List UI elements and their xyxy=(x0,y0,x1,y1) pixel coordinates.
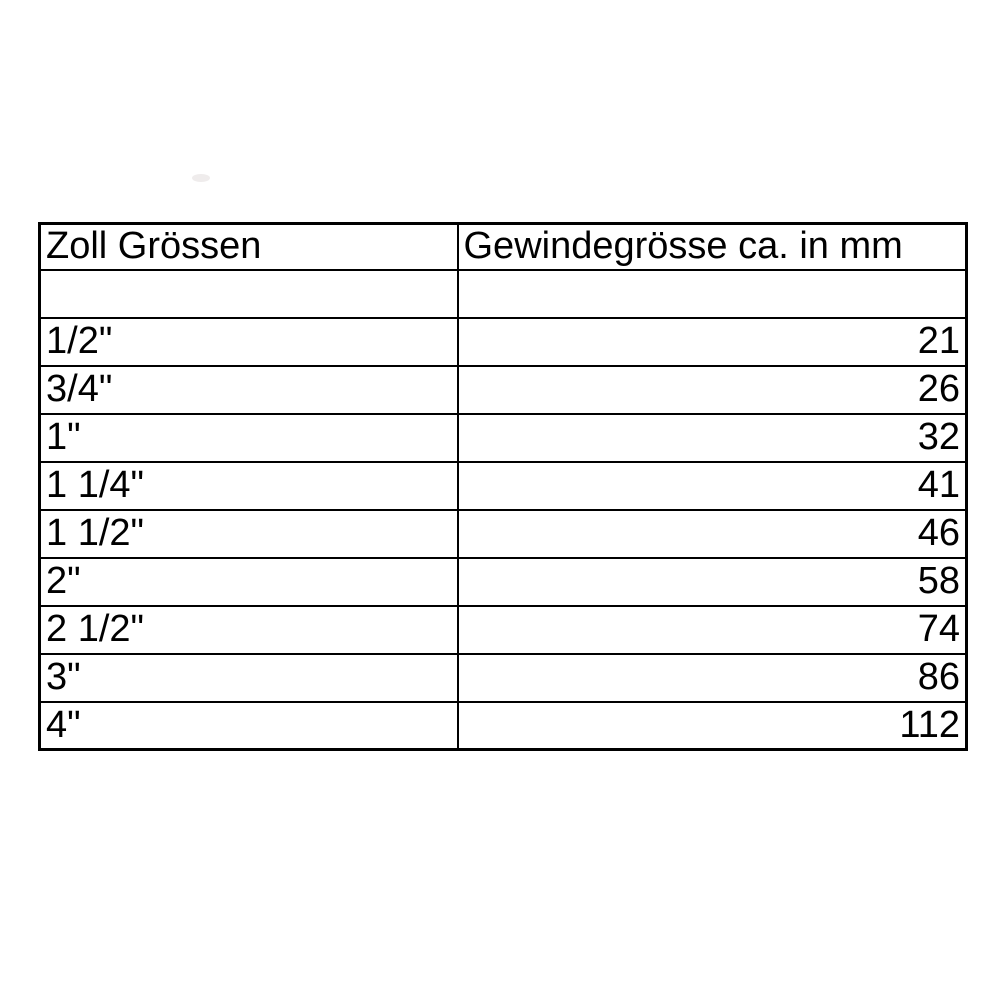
mm-cell: 86 xyxy=(456,652,968,703)
table-row: 3/4" 26 xyxy=(38,364,968,415)
table-row: 1/2" 21 xyxy=(38,316,968,367)
thread-size-table: Zoll Grössen Gewindegrösse ca. in mm 1/2… xyxy=(38,222,968,751)
smudge-artifact xyxy=(192,174,210,182)
zoll-cell: 2" xyxy=(38,556,459,607)
table-header-row: Zoll Grössen Gewindegrösse ca. in mm xyxy=(38,222,968,271)
table-row: 1" 32 xyxy=(38,412,968,463)
zoll-cell: 1 1/4" xyxy=(38,460,459,511)
zoll-cell: 1/2" xyxy=(38,316,459,367)
table-row: 2" 58 xyxy=(38,556,968,607)
mm-cell: 41 xyxy=(456,460,968,511)
column-header-mm: Gewindegrösse ca. in mm xyxy=(456,222,968,271)
column-header-zoll: Zoll Grössen xyxy=(38,222,459,271)
zoll-cell: 1" xyxy=(38,412,459,463)
empty-cell xyxy=(38,268,459,319)
mm-cell: 21 xyxy=(456,316,968,367)
mm-cell: 74 xyxy=(456,604,968,655)
mm-cell: 58 xyxy=(456,556,968,607)
zoll-cell: 4" xyxy=(38,700,459,751)
zoll-cell: 2 1/2" xyxy=(38,604,459,655)
zoll-cell: 3/4" xyxy=(38,364,459,415)
table-row: 1 1/2" 46 xyxy=(38,508,968,559)
table-row: 1 1/4" 41 xyxy=(38,460,968,511)
zoll-cell: 3" xyxy=(38,652,459,703)
empty-row xyxy=(38,268,968,319)
table-row: 4" 112 xyxy=(38,700,968,751)
mm-cell: 32 xyxy=(456,412,968,463)
mm-cell: 26 xyxy=(456,364,968,415)
empty-cell xyxy=(456,268,968,319)
mm-cell: 46 xyxy=(456,508,968,559)
zoll-cell: 1 1/2" xyxy=(38,508,459,559)
mm-cell: 112 xyxy=(456,700,968,751)
table-row: 2 1/2" 74 xyxy=(38,604,968,655)
table-row: 3" 86 xyxy=(38,652,968,703)
